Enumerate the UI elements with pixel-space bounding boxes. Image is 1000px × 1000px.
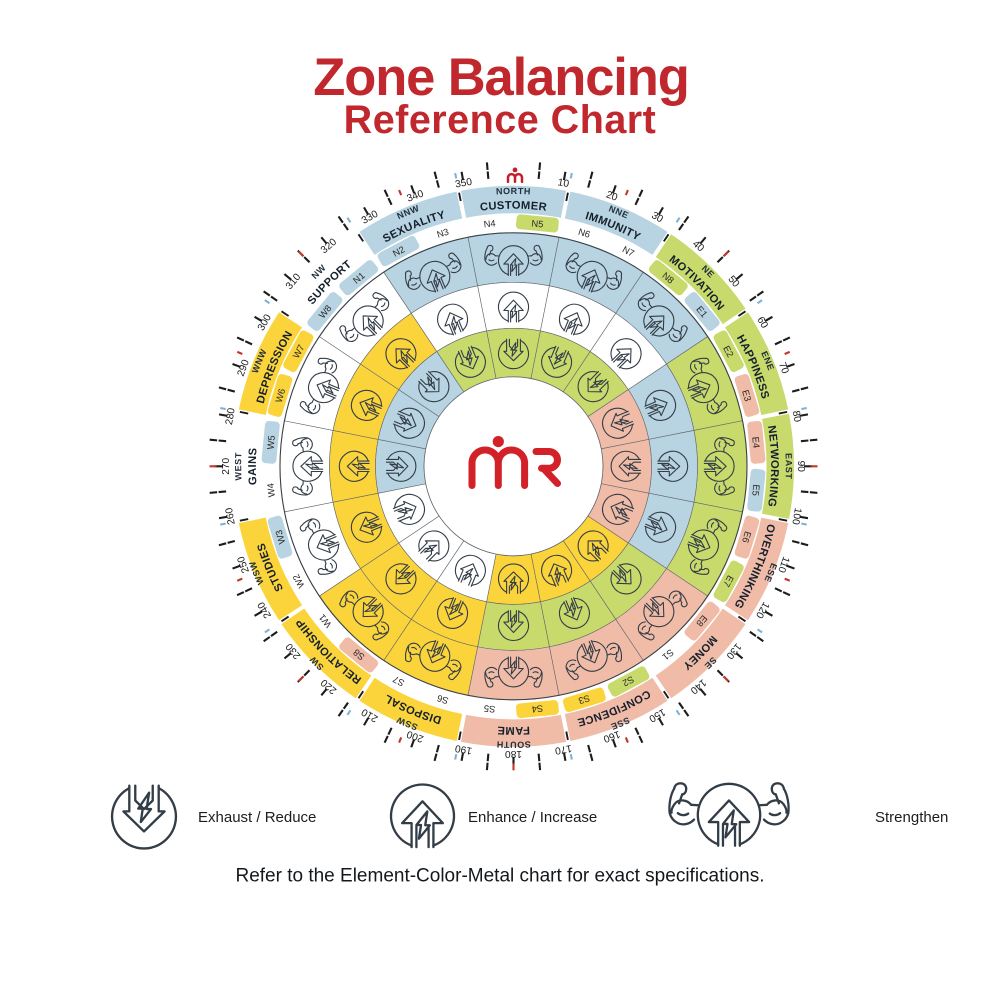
svg-text:170: 170 (554, 742, 573, 756)
svg-text:E5: E5 (750, 484, 762, 496)
svg-text:E6: E6 (740, 530, 754, 544)
svg-text:E3: E3 (740, 388, 754, 402)
svg-text:10: 10 (557, 177, 570, 190)
svg-text:E4: E4 (750, 436, 762, 448)
svg-text:E2: E2 (721, 344, 736, 359)
svg-text:60: 60 (754, 315, 769, 331)
svg-text:Zone Balancing: Zone Balancing (313, 48, 688, 107)
svg-text:N7: N7 (621, 243, 637, 258)
svg-text:S7: S7 (391, 674, 406, 689)
svg-text:NORTH: NORTH (496, 186, 532, 197)
svg-text:270: 270 (221, 457, 232, 474)
svg-text:N5: N5 (531, 217, 544, 229)
svg-text:S5: S5 (483, 703, 495, 715)
svg-text:Reference Chart: Reference Chart (344, 98, 657, 142)
svg-text:80: 80 (790, 410, 803, 423)
svg-text:180: 180 (505, 748, 522, 759)
svg-text:190: 190 (454, 742, 473, 756)
svg-text:S6: S6 (436, 693, 450, 707)
svg-text:70: 70 (776, 361, 790, 376)
svg-text:GAINS: GAINS (247, 447, 260, 485)
svg-text:90: 90 (795, 461, 806, 473)
svg-text:E7: E7 (721, 574, 736, 589)
svg-text:W5: W5 (265, 435, 277, 450)
svg-text:Enhance / Increase: Enhance / Increase (468, 809, 597, 826)
svg-text:Strengthen: Strengthen (875, 809, 948, 826)
svg-text:Refer to the Element-Color-Met: Refer to the Element-Color-Metal chart f… (235, 866, 764, 887)
svg-text:30: 30 (649, 210, 665, 225)
svg-text:FAME: FAME (497, 724, 530, 737)
svg-text:N2: N2 (391, 243, 407, 258)
svg-text:260: 260 (224, 506, 238, 525)
svg-text:W6: W6 (273, 387, 288, 404)
svg-text:N4: N4 (483, 217, 496, 229)
svg-text:W3: W3 (273, 529, 288, 546)
svg-text:280: 280 (224, 407, 238, 426)
svg-text:W4: W4 (265, 483, 277, 498)
svg-text:N6: N6 (577, 226, 592, 240)
svg-text:SOUTH: SOUTH (496, 739, 531, 750)
svg-text:WEST: WEST (233, 452, 243, 481)
svg-text:110: 110 (775, 555, 791, 574)
svg-text:350: 350 (454, 177, 473, 191)
svg-text:S2: S2 (621, 674, 636, 689)
svg-text:20: 20 (604, 190, 619, 204)
svg-text:CUSTOMER: CUSTOMER (479, 200, 547, 214)
svg-text:N3: N3 (435, 226, 450, 240)
svg-text:S3: S3 (577, 693, 591, 707)
svg-text:100: 100 (789, 507, 803, 526)
svg-text:EAST: EAST (784, 453, 794, 480)
svg-text:NETWORKING: NETWORKING (765, 425, 780, 508)
svg-text:S4: S4 (531, 703, 543, 715)
svg-text:Exhaust / Reduce: Exhaust / Reduce (198, 809, 316, 826)
